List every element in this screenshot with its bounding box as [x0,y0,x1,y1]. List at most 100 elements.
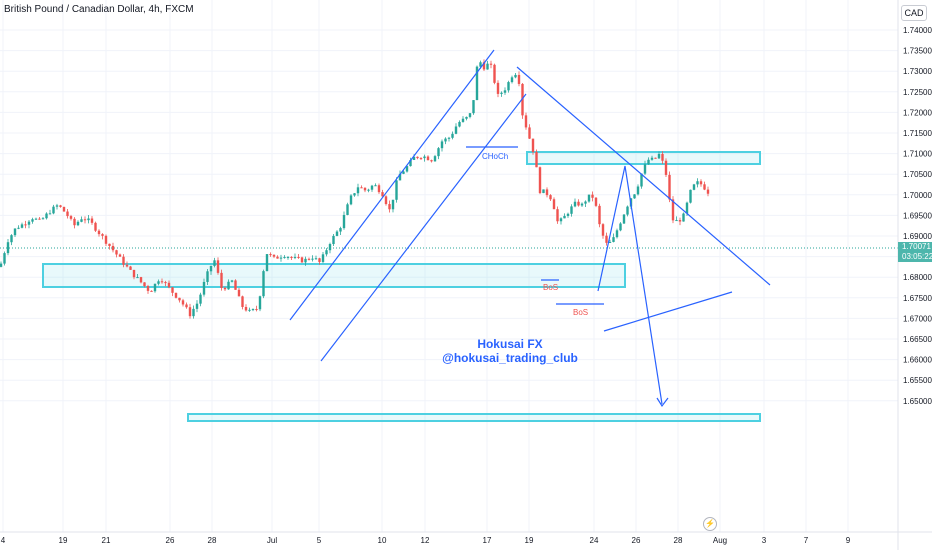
candle-body [185,304,188,308]
candle-body [566,213,570,216]
tradingview-logo-icon[interactable]: ⚡ [703,517,717,531]
symbol-title[interactable]: British Pound / Canadian Dollar, 4h, FXC… [4,4,194,15]
candle-body [587,194,591,202]
price-tick-label: 1.71500 [903,129,932,138]
candle-body [514,74,517,78]
candle-body [622,214,626,224]
candle-body [416,156,419,159]
bos-label-1: BoS [543,283,558,292]
candle-body [279,257,283,259]
candle-body [468,113,472,117]
candle-body [538,167,542,194]
projection-path[interactable] [597,165,663,405]
candle-body [489,63,493,65]
candle-body [689,189,692,203]
candle-body [374,185,377,187]
candle-body [27,221,31,225]
candle-body [111,245,115,251]
candle-body [598,205,601,225]
candle-body [321,254,325,262]
candle-body [367,189,370,191]
candle-body [167,282,171,288]
candle-body [685,202,689,214]
supply-zone-top[interactable] [526,151,761,165]
candle-body [377,185,381,193]
candle-body [633,194,636,199]
candle-body [94,222,97,231]
price-tick-label: 1.73000 [903,67,932,76]
candle-body [636,186,640,195]
channel-upper-line[interactable] [289,49,495,321]
candle-body [356,187,360,194]
candle-body [304,258,307,263]
candle-body [370,185,374,190]
candle-body [101,234,104,236]
time-axis[interactable]: 4 19 21 26 28 Jul 5 10 12 17 19 24 26 28 Aug 3 7 9 [1,536,851,545]
price-tick-label: 1.67000 [903,314,932,323]
watermark-title: Hokusai FX [477,337,542,351]
candle-body [87,218,90,221]
watermark-handle: @hokusai_trading_club [442,351,578,365]
candle-body [244,306,248,311]
candle-body [528,127,531,139]
candle-body [52,206,55,214]
candle-body [472,100,475,114]
candle-body [132,269,136,278]
currency-badge[interactable]: CAD [901,5,927,21]
candle-body [80,219,83,222]
candle-body [192,308,195,317]
candle-body [703,184,706,190]
candle-body [419,158,423,160]
price-tick-label: 1.72000 [903,108,932,117]
candle-body [552,199,556,210]
candle-body [97,230,101,235]
candle-body [6,242,10,254]
supply-demand-zone-mid[interactable] [42,263,626,288]
candle-body [283,257,286,259]
candle-body [454,126,458,134]
price-tick-label: 1.72500 [903,88,932,97]
candle-body [542,189,545,194]
candle-body [500,92,503,94]
demand-zone-bottom[interactable] [187,413,761,422]
candle-body [615,230,619,238]
candle-body [146,286,150,291]
candle-body [272,254,276,257]
candle-body [251,309,255,311]
candle-body [584,201,587,204]
channel-lower-line[interactable] [320,93,527,362]
candle-body [440,141,444,149]
time-tick-label: 5 [317,536,322,545]
candle-body [59,205,62,207]
candle-body [437,148,440,157]
time-tick-label: 19 [525,536,534,545]
bar-countdown: 03:05:22 [902,252,932,261]
candle-body [580,203,584,206]
choch-label: CHoCh [482,152,508,161]
grid [0,0,898,532]
candle-body [608,241,612,243]
candle-body [360,187,363,189]
candle-body [31,219,34,222]
candle-body [349,195,353,205]
candle-body [314,258,318,260]
candle-body [486,63,489,70]
ascending-support-line[interactable] [603,291,733,332]
candle-body [643,164,647,174]
candle-body [174,292,178,298]
candle-body [55,205,59,207]
descending-resistance-line[interactable] [516,66,771,286]
candle-body [577,201,580,206]
candle-body [479,62,482,67]
candle-body [573,201,577,207]
candle-body [402,171,405,174]
candle-body [69,216,73,219]
candle-body [0,263,3,267]
candle-body [395,180,398,200]
price-tick-label: 1.65500 [903,376,932,385]
candle-body [223,287,227,290]
candle-body [559,218,563,222]
candle-body [605,235,608,243]
time-tick-label: 19 [59,536,68,545]
